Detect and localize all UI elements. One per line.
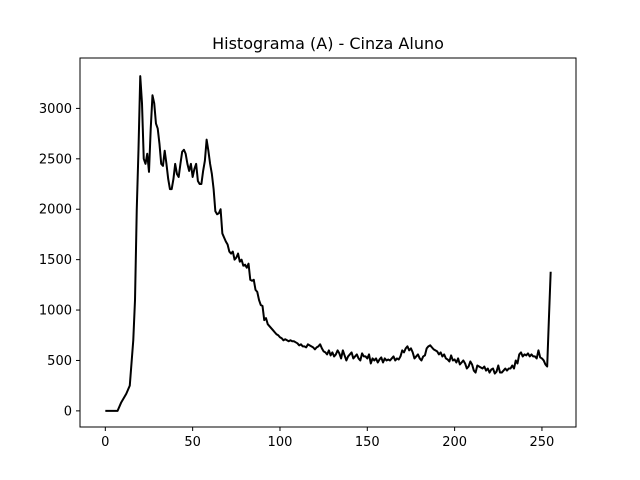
y-tick-label: 1000 bbox=[39, 304, 72, 319]
y-tick-label: 1500 bbox=[39, 253, 72, 268]
x-tick-label: 250 bbox=[530, 435, 555, 450]
histogram-line bbox=[105, 75, 552, 412]
series-layer bbox=[105, 75, 552, 412]
x-axis-ticks: 0 50 100 150 200 250 bbox=[101, 427, 554, 450]
chart-title: Histograma (A) - Cinza Aluno bbox=[212, 34, 444, 53]
x-tick-label: 150 bbox=[355, 435, 380, 450]
y-tick-label: 500 bbox=[47, 354, 72, 369]
y-tick-label: 0 bbox=[64, 404, 72, 419]
x-tick-label: 100 bbox=[268, 435, 293, 450]
y-tick-label: 2000 bbox=[39, 203, 72, 218]
y-axis-ticks: 0 500 1000 1500 2000 2500 3000 bbox=[39, 102, 80, 419]
y-tick-label: 3000 bbox=[39, 102, 72, 117]
y-tick-label: 2500 bbox=[39, 152, 72, 167]
x-tick-label: 200 bbox=[442, 435, 467, 450]
x-tick-label: 50 bbox=[184, 435, 201, 450]
plot-area-frame bbox=[79, 57, 577, 428]
x-tick-label: 0 bbox=[101, 435, 109, 450]
